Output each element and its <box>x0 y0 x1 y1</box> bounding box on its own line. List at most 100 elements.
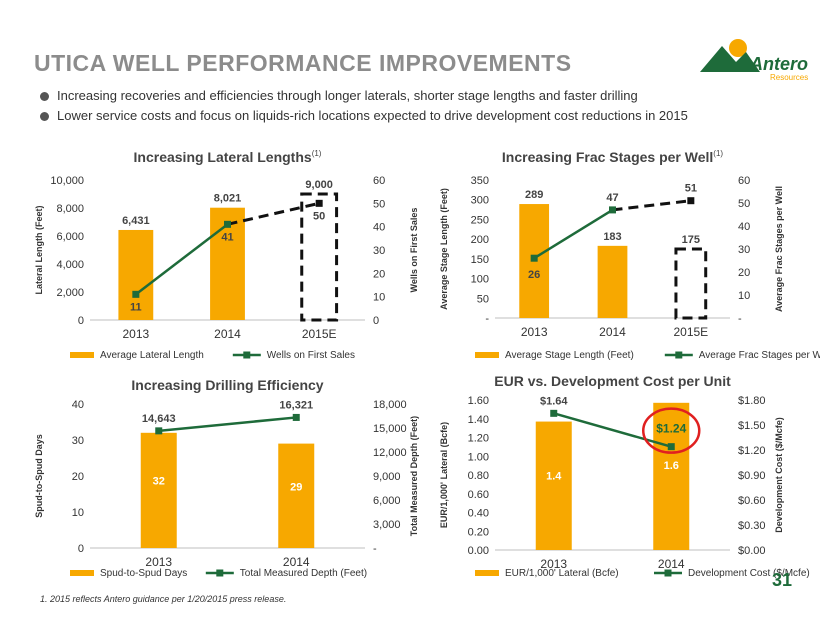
line-segment <box>533 208 614 260</box>
bar-2014 <box>597 245 628 318</box>
antero-logo: Antero Resources <box>700 36 810 92</box>
y2-axis-title: Wells on First Sales <box>409 208 419 293</box>
y2-tick-label: 20 <box>738 267 750 279</box>
x-tick-label: 2014 <box>283 555 310 569</box>
line-data-label: $1.24 <box>656 422 686 436</box>
bullet-text: Lower service costs and focus on liquids… <box>57 108 688 123</box>
line-point-2013 <box>132 290 140 298</box>
y-tick-label: 10,000 <box>50 175 84 187</box>
y-tick-label: 0 <box>78 315 84 327</box>
y2-tick-label: 60 <box>738 175 750 187</box>
y2-tick-label: 40 <box>373 222 385 234</box>
bar-data-label: 8,021 <box>214 193 242 205</box>
line-point-2014 <box>667 443 675 451</box>
y2-tick-label: $1.50 <box>738 420 766 432</box>
line-data-label: 14,643 <box>142 413 176 425</box>
y-tick-label: 0.60 <box>468 489 489 501</box>
line-segment <box>135 223 229 296</box>
logo-name: Antero <box>749 54 808 74</box>
legend-line-marker <box>243 351 251 359</box>
y2-tick-label: 50 <box>738 198 750 210</box>
line-point-2013 <box>155 427 163 435</box>
y-tick-label: 150 <box>471 254 489 266</box>
legend-line-marker <box>664 569 672 577</box>
bar-data-label: 29 <box>290 482 302 494</box>
line-data-label: 50 <box>313 210 325 222</box>
bar-data-label: 9,000 <box>305 179 333 191</box>
y-tick-label: 0.00 <box>468 545 489 557</box>
y2-tick-label: - <box>738 313 742 325</box>
highlight-circle <box>642 407 701 454</box>
y-tick-label: 50 <box>477 293 489 305</box>
y-axis-title: Average Stage Length (Feet) <box>439 188 449 310</box>
bullet-list: Increasing recoveries and efficiencies t… <box>40 86 688 126</box>
bar-data-label: 183 <box>603 231 621 243</box>
y-tick-label: 1.60 <box>468 395 489 407</box>
sun-icon <box>729 39 747 57</box>
legend-bar-label: EUR/1,000' Lateral (Bcfe) <box>505 568 619 579</box>
y-tick-label: 1.20 <box>468 433 489 445</box>
line-data-label: $1.64 <box>540 395 568 407</box>
chart-lateral-lengths: Increasing Lateral Lengths(1) 0 2,000 4,000… <box>34 149 419 361</box>
y-axis-title: Lateral Length (Feet) <box>34 205 44 294</box>
bullet-item: Lower service costs and focus on liquids… <box>40 106 688 126</box>
x-tick-label: 2013 <box>122 327 149 341</box>
y-tick-label: 4,000 <box>56 259 84 271</box>
chart-title: Increasing Drilling Efficiency <box>131 377 323 393</box>
chart-eur-vs-cost: EUR vs. Development Cost per Unit 0.00 0.2… <box>439 373 810 579</box>
line-point-2013 <box>550 409 558 417</box>
legend-bar-swatch <box>475 570 499 576</box>
legend-bar-swatch <box>70 570 94 576</box>
chart-title: Increasing Frac Stages per Well(1) <box>502 149 724 165</box>
legend-bar-label: Spud-to-Spud Days <box>100 568 187 579</box>
line-data-label: 26 <box>528 269 540 281</box>
y-tick-label: 100 <box>471 274 489 286</box>
line-segment <box>612 199 692 212</box>
line-data-label: 11 <box>130 301 142 313</box>
y-tick-label: 20 <box>72 471 84 483</box>
y-tick-label: 8,000 <box>56 203 84 215</box>
line-point-2014 <box>224 220 231 228</box>
chart-drilling-efficiency: Increasing Drilling Efficiency 0 10 20 30 40 -… <box>34 377 419 579</box>
bar-data-label: 175 <box>682 234 700 246</box>
chart-title: EUR vs. Development Cost per Unit <box>494 373 731 389</box>
mountain-icon <box>700 46 760 72</box>
page-title: UTICA WELL PERFORMANCE IMPROVEMENTS <box>34 50 572 76</box>
legend-line-label: Development Cost ($/Mcfe) <box>688 568 810 579</box>
y-tick-label: 1.00 <box>468 451 489 463</box>
y2-tick-label: 9,000 <box>373 471 401 483</box>
line-point-2014 <box>609 206 616 214</box>
y2-tick-label: 12,000 <box>373 447 407 459</box>
y-tick-label: 10 <box>72 507 84 519</box>
y2-tick-label: 10 <box>373 292 385 304</box>
bullet-icon <box>40 91 49 101</box>
y-axis-title: EUR/1,000' Lateral (Bcfe) <box>439 422 449 528</box>
y2-axis-title: Total Measured Depth (Feet) <box>409 416 419 536</box>
y-tick-label: 40 <box>72 399 84 411</box>
y-tick-label: 250 <box>471 214 489 226</box>
legend-line-marker <box>216 569 224 577</box>
footnote: 1. 2015 reflects Antero guidance per 1/2… <box>40 594 287 604</box>
x-tick-label: 2014 <box>214 327 241 341</box>
y-tick-label: 30 <box>72 435 84 447</box>
bar-data-label: 32 <box>153 476 165 488</box>
y-axis-title: Spud-to-Spud Days <box>34 434 44 518</box>
chart-title-superscript: (1) <box>713 149 723 158</box>
y2-tick-label: $0.00 <box>738 545 766 557</box>
y-tick-label: 1.40 <box>468 414 489 426</box>
y2-tick-label: 30 <box>373 245 385 257</box>
y-tick-label: 0.20 <box>468 526 489 538</box>
y-tick-label: 2,000 <box>56 287 84 299</box>
chart-title-superscript: (1) <box>312 149 322 158</box>
logo-sub: Resources <box>770 73 808 82</box>
y2-tick-label: 15,000 <box>373 423 407 435</box>
y-tick-label: 6,000 <box>56 231 84 243</box>
x-tick-label: 2015E <box>673 325 708 339</box>
y2-tick-label: 18,000 <box>373 399 407 411</box>
y-tick-label: 300 <box>471 195 489 207</box>
x-tick-label: 2014 <box>599 325 626 339</box>
x-tick-label: 2013 <box>145 555 172 569</box>
line-data-label: 51 <box>685 183 697 195</box>
legend-line-marker <box>675 351 683 359</box>
